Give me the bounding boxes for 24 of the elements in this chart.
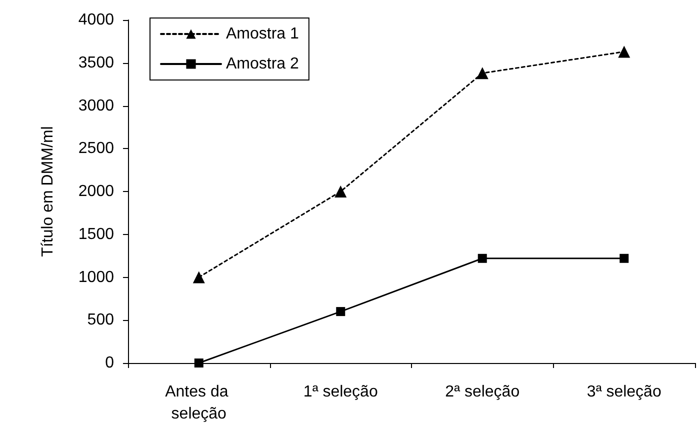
legend-label: Amostra 1 xyxy=(226,26,300,42)
point xyxy=(620,254,629,263)
point xyxy=(336,307,346,316)
point xyxy=(192,271,205,284)
x-tick-label: 3ª seleção xyxy=(586,384,662,400)
x-tick-label: Antes da seleção xyxy=(165,384,233,422)
y-tick-label: 3000 xyxy=(78,97,114,114)
y-tick-label: 3500 xyxy=(78,54,114,72)
y-tick-label: 1000 xyxy=(78,268,114,286)
point xyxy=(194,358,204,368)
y-tick-label: 1500 xyxy=(78,226,114,243)
x-tick-label: 2ª seleção xyxy=(445,384,520,400)
y-tick-label: 2500 xyxy=(78,140,114,158)
y-tick-label: 0 xyxy=(105,354,114,372)
x-tick-label: 1ª seleção xyxy=(303,384,378,400)
y-tick-label: 4000 xyxy=(78,12,114,28)
y-tick-label: 500 xyxy=(87,312,114,329)
y-tick-label: 2000 xyxy=(78,183,114,200)
point xyxy=(618,46,630,58)
legend-label: Amostra 2 xyxy=(226,56,300,72)
y-axis-title: Título em DMM/ml xyxy=(40,126,56,257)
point xyxy=(334,186,347,198)
point xyxy=(476,67,488,80)
point xyxy=(478,254,487,263)
